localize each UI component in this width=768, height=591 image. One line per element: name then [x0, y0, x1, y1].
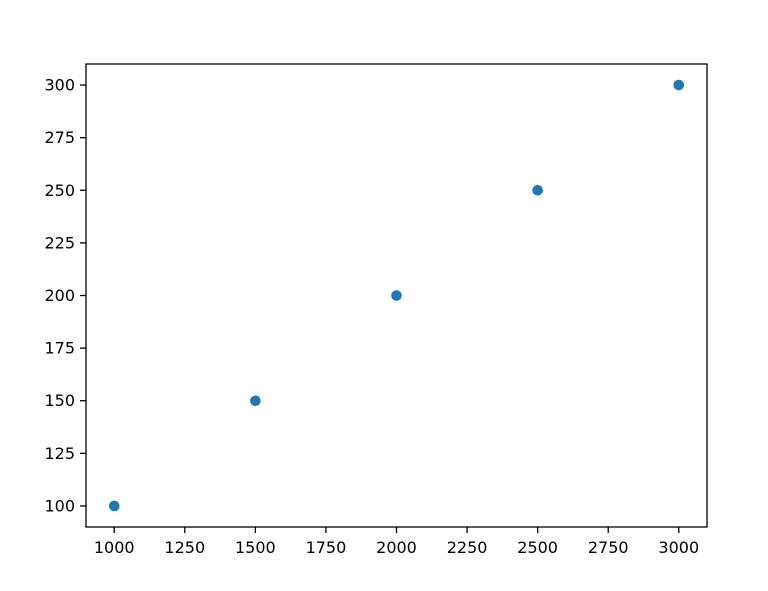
y-tick-label: 175	[44, 339, 75, 358]
y-tick-label: 225	[44, 233, 75, 252]
x-tick-label: 1250	[164, 538, 205, 557]
y-tick-label: 250	[44, 181, 75, 200]
x-tick-label: 1750	[306, 538, 347, 557]
data-point	[391, 290, 402, 301]
x-tick-label: 1000	[94, 538, 135, 557]
x-tick-label: 2750	[588, 538, 629, 557]
y-tick-label: 200	[44, 286, 75, 305]
data-point	[532, 184, 543, 196]
x-tick-label: 2500	[517, 538, 558, 557]
y-tick-label: 275	[44, 128, 75, 147]
x-tick-label: 2000	[376, 538, 417, 557]
y-tick-label: 125	[44, 444, 75, 463]
x-tick-label: 3000	[658, 538, 699, 557]
data-point	[250, 395, 261, 407]
x-tick-label: 1500	[235, 538, 276, 557]
y-tick-label: 150	[44, 391, 75, 410]
x-tick-label: 2250	[447, 538, 488, 557]
y-tick-label: 300	[44, 76, 75, 95]
data-point	[673, 79, 685, 91]
y-tick-label: 100	[44, 496, 75, 515]
data-point	[108, 500, 120, 512]
